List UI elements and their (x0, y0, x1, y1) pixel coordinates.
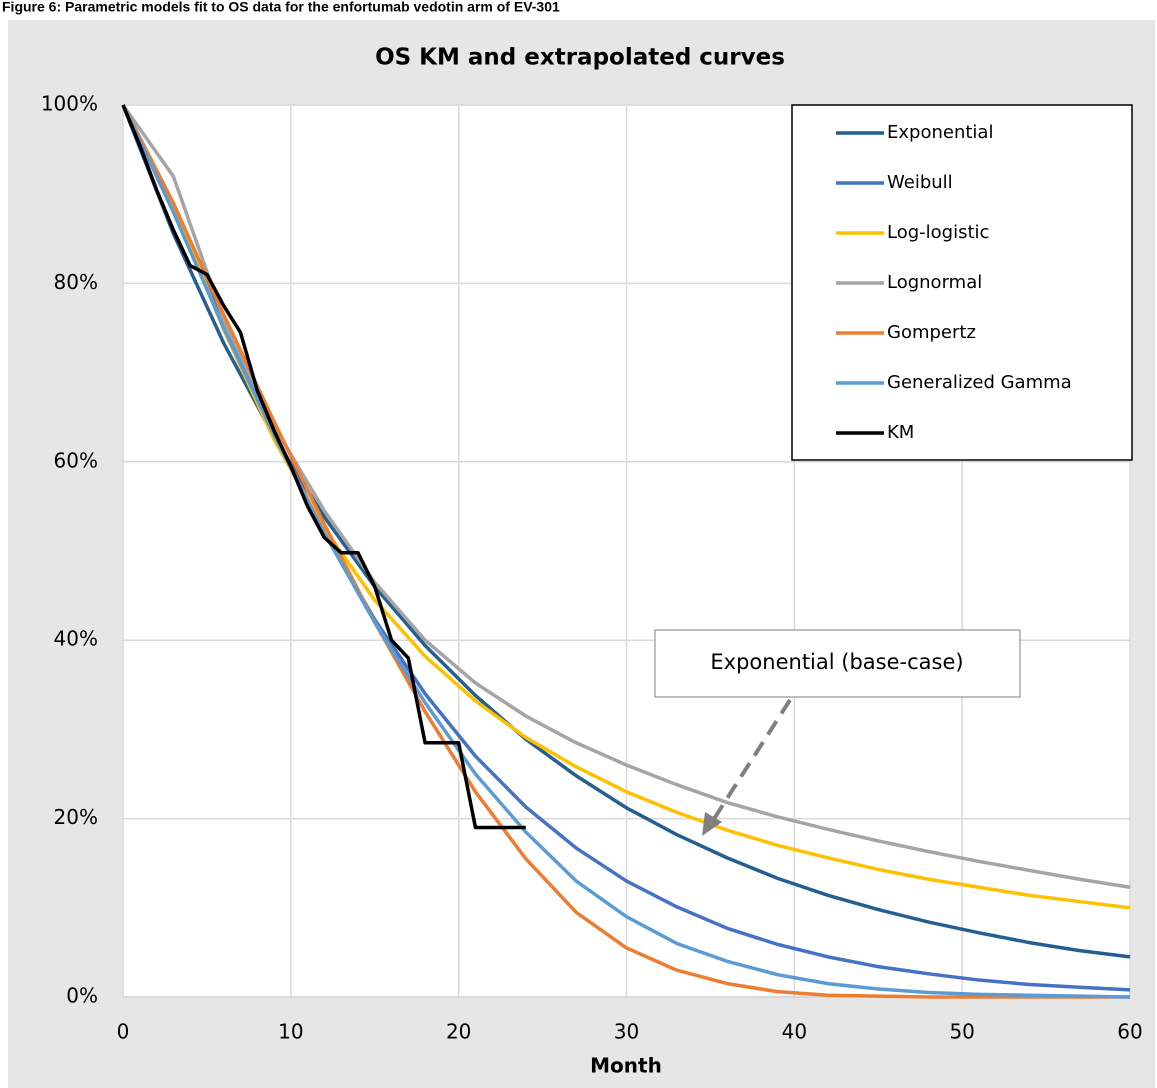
y-tick-label: 80% (54, 270, 98, 294)
y-tick-label: 100% (41, 92, 98, 116)
legend-label: Weibull (887, 172, 953, 193)
legend-label: Log-logistic (887, 222, 989, 243)
y-tick-label: 40% (54, 627, 98, 651)
legend-label: Gompertz (887, 322, 976, 343)
figure-caption: Figure 6: Parametric models fit to OS da… (2, 0, 560, 15)
x-axis-label: Month (590, 1054, 662, 1078)
annotation-box (654, 629, 1021, 698)
y-tick-label: 60% (54, 448, 98, 472)
y-tick-label: 0% (66, 984, 98, 1008)
legend-label: Exponential (887, 122, 993, 143)
series-line (121, 104, 526, 830)
x-tick-label: 60 (1117, 1020, 1142, 1044)
x-tick-label: 0 (117, 1020, 130, 1044)
legend-label: KM (887, 422, 914, 443)
annotation: Exponential (base-case) (710, 650, 963, 674)
x-tick-label: 30 (614, 1020, 639, 1044)
x-tick-label: 20 (446, 1020, 471, 1044)
legend: Exponential Weibull Log-logistic Lognormal G… (836, 122, 1072, 443)
legend-label: Generalized Gamma (887, 372, 1072, 393)
chart-title: OS KM and extrapolated curves (375, 45, 785, 71)
x-tick-label: 10 (278, 1020, 303, 1044)
x-tick-label: 50 (949, 1020, 974, 1044)
legend-label: Lognormal (887, 272, 982, 293)
annotation-arrowhead (702, 812, 722, 836)
y-tick-label: 20% (54, 805, 98, 829)
series-line (121, 104, 1130, 999)
lines (121, 103, 1131, 999)
x-tick-label: 40 (782, 1020, 807, 1044)
